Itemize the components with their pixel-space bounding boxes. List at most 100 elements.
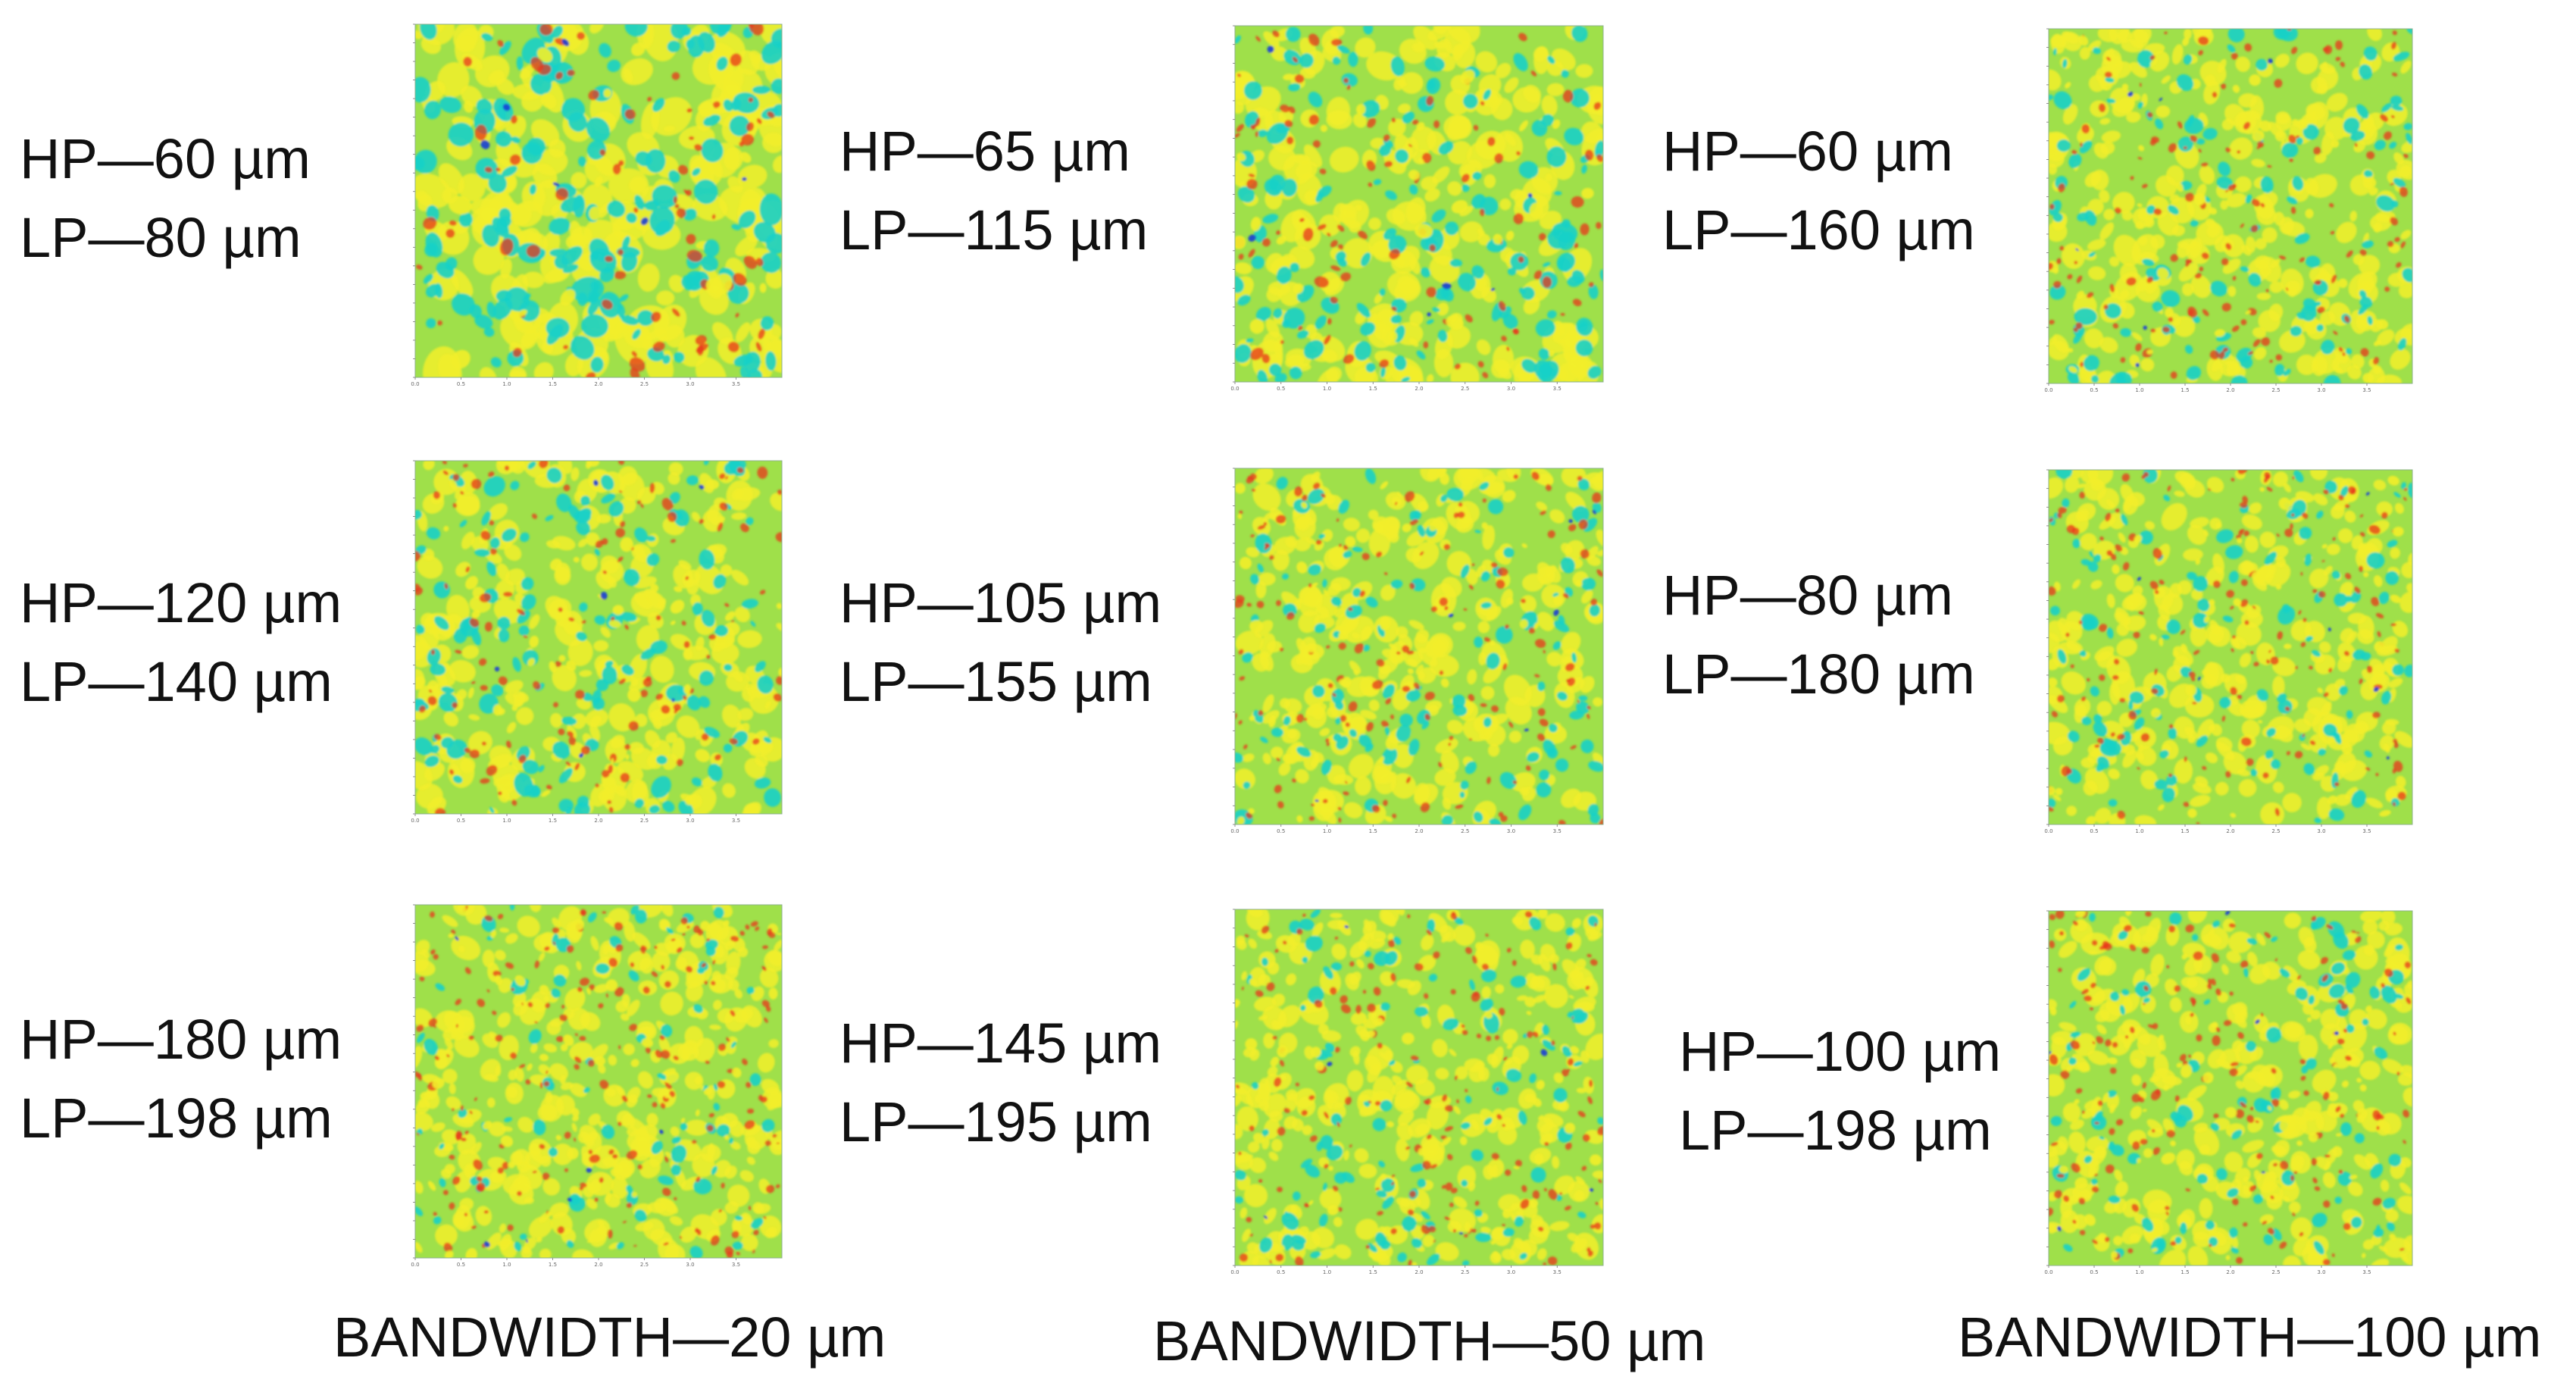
label-col1-row1: HP—60 µm LP—80 µm: [20, 120, 311, 277]
svg-text:1.5: 1.5: [1369, 386, 1377, 392]
surface-map: 0.0 0.5 1.0 1.5 2.0 2.5 3.0 3.5: [402, 902, 785, 1270]
hp-label: HP—60 µm: [1662, 120, 1953, 183]
lp-label: LP—140 µm: [20, 650, 333, 713]
svg-text:1.5: 1.5: [1369, 1269, 1377, 1275]
texture-layer: [415, 461, 782, 814]
hp-label: HP—105 µm: [839, 571, 1162, 634]
label-col3-row3: HP—100 µm LP—198 µm: [1679, 1012, 2001, 1170]
svg-text:0.5: 0.5: [2090, 387, 2098, 393]
surface-map: 0.0 0.5 1.0 1.5 2.0 2.5 3.0 3.5: [1221, 906, 1606, 1278]
surface-map: 0.0 0.5 1.0 1.5 2.0 2.5 3.0 3.5: [402, 21, 785, 390]
svg-text:2.0: 2.0: [1415, 828, 1423, 834]
hp-label: HP—80 µm: [1662, 564, 1953, 627]
svg-text:1.0: 1.0: [502, 818, 511, 824]
svg-text:1.5: 1.5: [549, 818, 557, 824]
svg-text:3.0: 3.0: [2317, 387, 2325, 393]
svg-text:3.0: 3.0: [1507, 386, 1515, 392]
svg-text:1.0: 1.0: [1323, 828, 1331, 834]
lp-label: LP—180 µm: [1662, 643, 1975, 706]
label-col1-row3: HP—180 µm LP—198 µm: [20, 1000, 342, 1158]
hp-label: HP—145 µm: [839, 1012, 1162, 1075]
svg-text:3.5: 3.5: [732, 381, 740, 387]
svg-text:0.0: 0.0: [411, 381, 419, 387]
svg-text:3.0: 3.0: [686, 381, 694, 387]
svg-text:0.5: 0.5: [1277, 1269, 1285, 1275]
svg-text:2.0: 2.0: [594, 1262, 602, 1268]
svg-text:2.0: 2.0: [1415, 386, 1423, 392]
svg-text:2.5: 2.5: [1461, 828, 1469, 834]
texture-layer: [1235, 26, 1603, 382]
svg-text:3.0: 3.0: [686, 1262, 694, 1268]
svg-text:1.0: 1.0: [1323, 1269, 1331, 1275]
svg-text:3.5: 3.5: [2362, 387, 2371, 393]
label-col2-row1: HP—65 µm LP—115 µm: [839, 112, 1148, 270]
surface-map: 0.0 0.5 1.0 1.5 2.0 2.5 3.0 3.5: [2035, 908, 2415, 1278]
svg-text:2.5: 2.5: [640, 1262, 649, 1268]
svg-text:2.5: 2.5: [640, 381, 649, 387]
hp-label: HP—60 µm: [20, 127, 311, 190]
svg-text:3.0: 3.0: [686, 818, 694, 824]
svg-text:0.0: 0.0: [2044, 387, 2052, 393]
svg-text:0.5: 0.5: [457, 818, 465, 824]
svg-text:1.0: 1.0: [2135, 387, 2143, 393]
surface-map: 0.0 0.5 1.0 1.5 2.0 2.5 3.0 3.5: [1221, 23, 1606, 394]
surface-map: 0.0 0.5 1.0 1.5 2.0 2.5 3.0 3.5: [2035, 467, 2415, 837]
svg-text:1.5: 1.5: [549, 381, 557, 387]
hp-label: HP—65 µm: [839, 120, 1130, 183]
hp-label: HP—120 µm: [20, 571, 342, 634]
lp-label: LP—155 µm: [839, 650, 1152, 713]
label-col3-row2: HP—80 µm LP—180 µm: [1662, 556, 1975, 714]
lp-label: LP—198 µm: [20, 1087, 333, 1150]
svg-text:3.5: 3.5: [1553, 1269, 1562, 1275]
svg-text:0.0: 0.0: [1230, 828, 1239, 834]
svg-text:2.5: 2.5: [640, 818, 649, 824]
svg-text:0.0: 0.0: [411, 1262, 419, 1268]
svg-text:0.0: 0.0: [1230, 386, 1239, 392]
svg-text:0.5: 0.5: [1277, 828, 1285, 834]
svg-text:1.5: 1.5: [549, 1262, 557, 1268]
svg-text:2.0: 2.0: [2226, 387, 2234, 393]
svg-text:2.0: 2.0: [1415, 1269, 1423, 1275]
svg-text:0.0: 0.0: [411, 818, 419, 824]
bandwidth-caption-col1: BANDWIDTH—20 µm: [333, 1306, 886, 1369]
svg-text:2.0: 2.0: [594, 818, 602, 824]
bandwidth-caption-col3: BANDWIDTH—100 µm: [1958, 1306, 2542, 1369]
hp-label: HP—100 µm: [1679, 1020, 2002, 1083]
svg-text:0.5: 0.5: [1277, 386, 1285, 392]
svg-text:2.5: 2.5: [1461, 386, 1469, 392]
texture-layer: [415, 905, 782, 1258]
texture-layer: [2049, 470, 2412, 824]
svg-text:3.5: 3.5: [732, 818, 740, 824]
svg-text:2.5: 2.5: [1461, 1269, 1469, 1275]
label-col3-row1: HP—60 µm LP—160 µm: [1662, 112, 1975, 270]
svg-text:3.0: 3.0: [1507, 828, 1515, 834]
surface-map: 0.0 0.5 1.0 1.5 2.0 2.5 3.0 3.5: [2035, 26, 2415, 396]
texture-layer: [1235, 468, 1603, 824]
label-col1-row2: HP—120 µm LP—140 µm: [20, 564, 342, 721]
hp-label: HP—180 µm: [20, 1008, 342, 1071]
lp-label: LP—198 µm: [1679, 1099, 1992, 1162]
svg-text:2.5: 2.5: [2271, 387, 2280, 393]
svg-text:1.5: 1.5: [1369, 828, 1377, 834]
texture-layer: [2049, 29, 2412, 383]
lp-label: LP—115 µm: [839, 199, 1149, 261]
svg-text:3.0: 3.0: [1507, 1269, 1515, 1275]
label-col2-row3: HP—145 µm LP—195 µm: [839, 1004, 1161, 1162]
surface-map: 0.0 0.5 1.0 1.5 2.0 2.5 3.0 3.5: [1221, 465, 1606, 837]
svg-text:2.0: 2.0: [594, 381, 602, 387]
svg-text:0.0: 0.0: [1230, 1269, 1239, 1275]
svg-text:1.0: 1.0: [1323, 386, 1331, 392]
bandwidth-caption-col2: BANDWIDTH—50 µm: [1153, 1309, 1706, 1372]
lp-label: LP—80 µm: [20, 206, 302, 269]
svg-text:1.0: 1.0: [502, 381, 511, 387]
svg-text:0.5: 0.5: [457, 381, 465, 387]
svg-text:0.5: 0.5: [457, 1262, 465, 1268]
svg-text:1.5: 1.5: [2181, 387, 2189, 393]
svg-text:1.0: 1.0: [502, 1262, 511, 1268]
lp-label: LP—160 µm: [1662, 199, 1975, 261]
label-col2-row2: HP—105 µm LP—155 µm: [839, 564, 1161, 721]
texture-layer: [415, 24, 782, 377]
texture-layer: [1235, 909, 1603, 1266]
texture-layer: [2049, 911, 2412, 1266]
